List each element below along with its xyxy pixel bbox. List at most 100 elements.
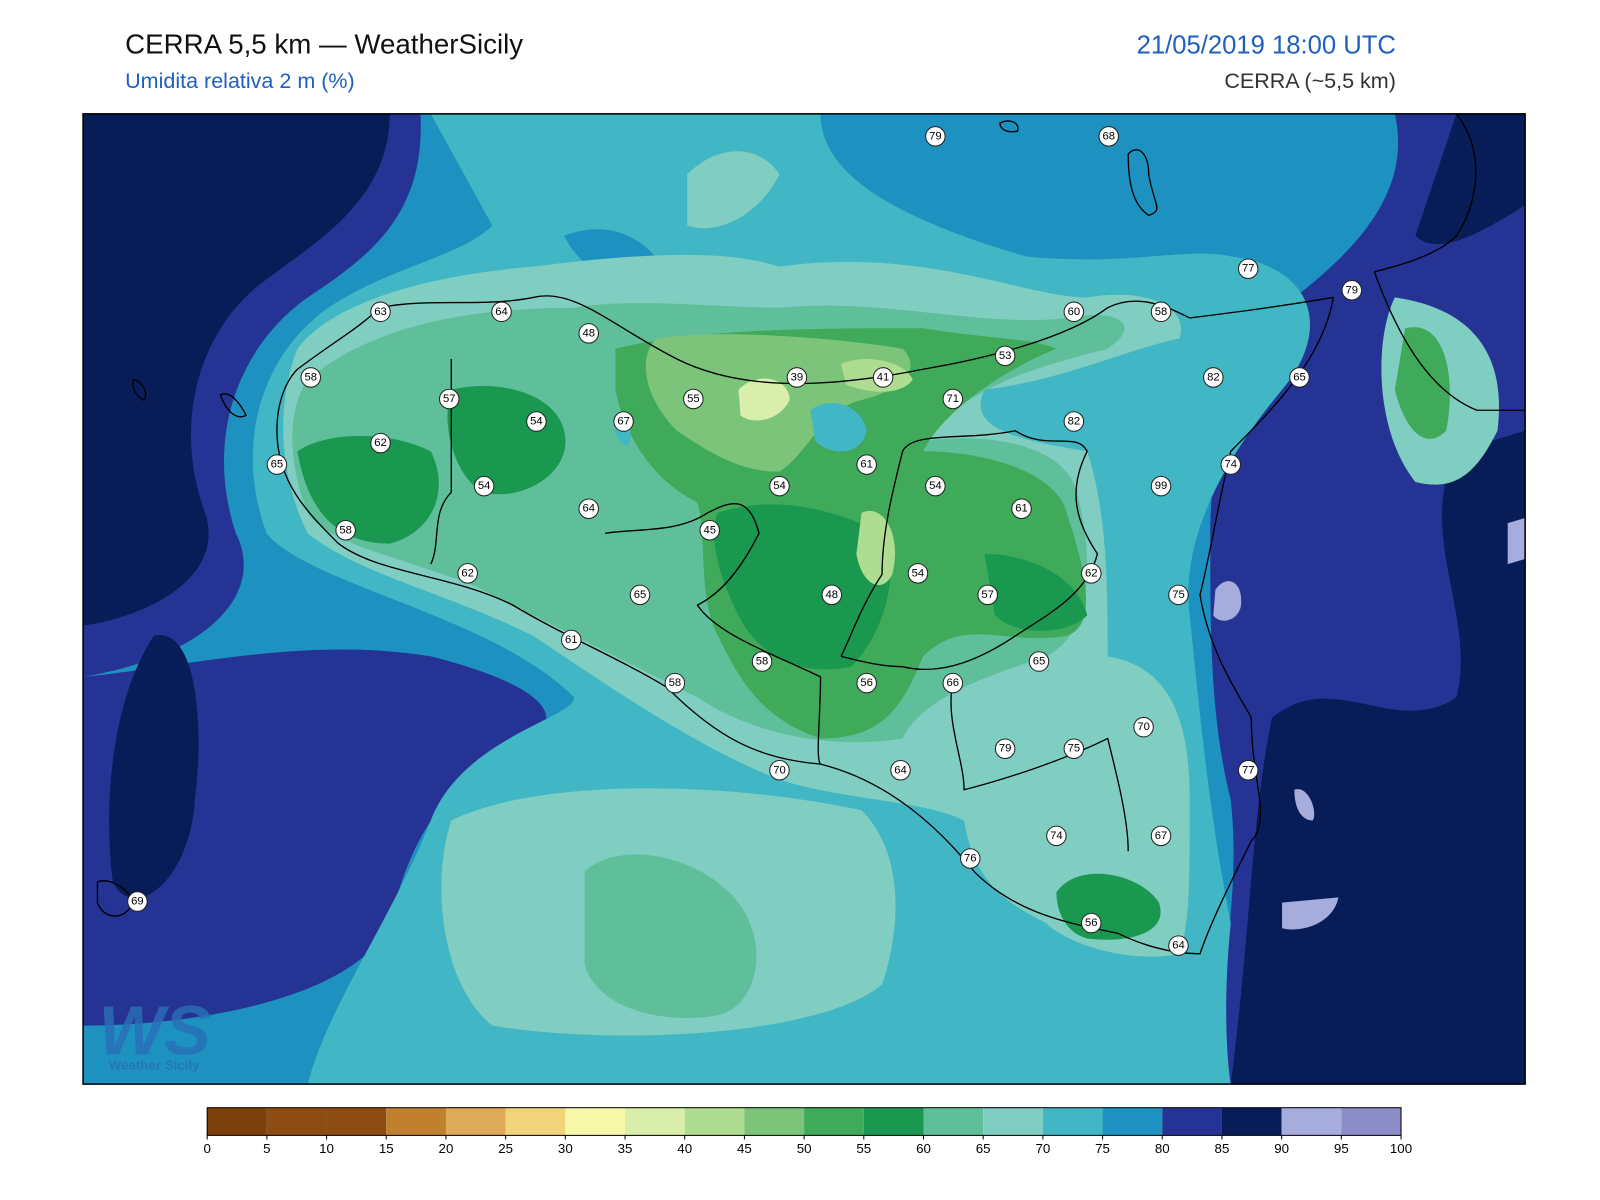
colorbar-swatch <box>1162 1107 1222 1136</box>
station-value: 65 <box>271 459 284 471</box>
station-marker <box>1133 716 1154 738</box>
station-marker <box>1289 367 1310 388</box>
colorbar-tick-label: 50 <box>797 1141 812 1156</box>
station-marker <box>977 584 998 606</box>
station-value: 64 <box>495 306 508 318</box>
station: 65 <box>629 584 651 606</box>
station: 69 <box>127 891 148 912</box>
colorbar-swatch <box>983 1107 1043 1136</box>
colorbar-tick-label: 85 <box>1215 1141 1230 1156</box>
station: 75 <box>1168 584 1189 606</box>
station-value: 62 <box>374 437 387 449</box>
station-marker <box>769 475 790 497</box>
station: 48 <box>821 584 843 606</box>
station-value: 61 <box>1015 503 1028 515</box>
station-marker <box>526 411 547 432</box>
colorbar-swatch <box>386 1107 446 1136</box>
station-value: 76 <box>964 852 977 864</box>
colorbar-swatch <box>1221 1107 1282 1136</box>
station-marker <box>1168 584 1189 606</box>
station-value: 62 <box>1085 567 1098 579</box>
station-marker <box>942 672 964 694</box>
station-value: 56 <box>1085 917 1098 929</box>
station-marker <box>683 388 704 410</box>
station: 56 <box>856 672 877 694</box>
station: 74 <box>1220 454 1242 475</box>
subtitle: Umidita relativa 2 m (%) <box>125 69 355 93</box>
station-marker <box>1028 651 1050 672</box>
station: 54 <box>769 475 790 497</box>
map-frame <box>82 113 1526 1085</box>
station-marker <box>491 301 512 323</box>
station: 41 <box>872 367 894 388</box>
station: 54 <box>526 411 547 432</box>
station: 60 <box>1063 301 1085 323</box>
colorbar-tick-label: 65 <box>976 1141 991 1156</box>
station-marker <box>872 367 894 388</box>
station-marker <box>335 519 356 541</box>
station: 58 <box>335 519 356 541</box>
station-value: 68 <box>1102 130 1115 142</box>
station: 58 <box>664 672 686 694</box>
colorbar-swatch <box>1102 1107 1163 1136</box>
station-marker <box>1237 759 1259 781</box>
colorbar-swatch <box>565 1107 626 1136</box>
station: 64 <box>491 301 512 323</box>
station-marker <box>925 475 946 497</box>
station-marker <box>1150 301 1172 323</box>
station-value: 61 <box>860 459 873 471</box>
station-value: 64 <box>894 764 907 776</box>
station-value: 57 <box>981 589 994 601</box>
colorbar-swatch <box>1341 1107 1402 1136</box>
colorbar-swatch <box>326 1107 387 1136</box>
station-value: 62 <box>461 567 474 579</box>
station-value: 58 <box>305 371 318 383</box>
colorbar-swatch <box>1042 1107 1103 1136</box>
station-value: 75 <box>1172 589 1185 601</box>
station-marker <box>300 367 322 388</box>
station-value: 64 <box>1172 940 1185 952</box>
station: 77 <box>1237 759 1259 781</box>
station: 58 <box>300 367 322 388</box>
colorbar-tick-label: 5 <box>263 1141 270 1156</box>
station-value: 65 <box>1033 656 1046 668</box>
colorbar-tick-label: 55 <box>856 1141 871 1156</box>
station: 68 <box>1098 126 1119 147</box>
station-marker <box>1063 411 1085 432</box>
station-value: 65 <box>634 589 647 601</box>
station-marker <box>994 738 1016 759</box>
station-marker <box>613 411 634 432</box>
station-marker <box>1081 563 1102 584</box>
station-value: 54 <box>530 416 543 428</box>
station-marker <box>856 672 877 694</box>
station-marker <box>1063 301 1085 323</box>
colorbar-tick-label: 70 <box>1035 1141 1050 1156</box>
station-value: 64 <box>582 503 595 515</box>
station: 79 <box>994 738 1016 759</box>
station: 56 <box>1081 912 1102 934</box>
station: 39 <box>786 367 808 388</box>
station: 57 <box>438 388 460 410</box>
logo: WS Weather Sicily <box>98 991 210 1072</box>
station-value: 75 <box>1068 743 1081 755</box>
colorbar-tick-label: 15 <box>379 1141 394 1156</box>
station-value: 67 <box>617 416 630 428</box>
station: 76 <box>959 848 981 869</box>
station-marker <box>1063 738 1085 759</box>
station-value: 79 <box>929 130 942 142</box>
station-marker <box>561 629 582 651</box>
station: 65 <box>1028 651 1050 672</box>
station-marker <box>890 759 911 781</box>
station-value: 58 <box>339 524 352 536</box>
colorbar: 0 5 10 15 20 25 30 35 40 45 50 55 60 65 70 75 80 85 90 95 10… <box>203 1107 1412 1156</box>
station-marker <box>1203 367 1224 388</box>
station-value: 66 <box>947 677 960 689</box>
station: 65 <box>1289 367 1310 388</box>
station-marker <box>699 519 720 541</box>
station-marker <box>370 301 391 323</box>
station: 67 <box>613 411 634 432</box>
station: 54 <box>925 475 946 497</box>
colorbar-tick-label: 0 <box>203 1141 210 1156</box>
station: 62 <box>457 563 478 584</box>
